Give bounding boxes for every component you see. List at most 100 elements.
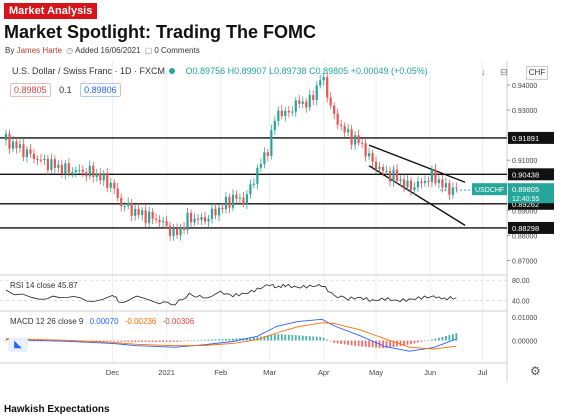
candle-body xyxy=(36,159,39,161)
candle-body xyxy=(399,179,402,181)
candle-body xyxy=(231,194,235,208)
time-axis-label: Apr xyxy=(318,368,330,377)
candle-body xyxy=(95,173,98,177)
candle-body xyxy=(287,110,290,113)
candle-body xyxy=(29,149,32,154)
currency-button[interactable]: CHF xyxy=(526,66,548,80)
macd-histogram-bar xyxy=(211,339,213,341)
macd-histogram-bar xyxy=(354,340,357,346)
time-axis-label: Dec xyxy=(106,368,120,377)
candle-body xyxy=(441,179,444,188)
candle-body xyxy=(329,97,332,106)
macd-histogram-bar xyxy=(193,340,196,342)
macd-histogram-bar xyxy=(389,340,391,348)
candle-body xyxy=(144,210,147,223)
candle-body xyxy=(25,149,29,158)
down-arrow-icon[interactable]: ↓ xyxy=(481,67,486,77)
macd-histogram-bar xyxy=(277,334,280,341)
macd-histogram-bar xyxy=(106,340,109,342)
comments-link[interactable]: 0 Comments xyxy=(154,46,200,55)
macd-histogram-bar xyxy=(200,339,203,341)
macd-histogram-bar xyxy=(319,336,322,341)
buy-button[interactable]: 0.89806 xyxy=(80,83,121,97)
candle-body xyxy=(151,211,154,219)
candle-body xyxy=(312,95,315,100)
candle-body xyxy=(451,187,454,195)
macd-histogram-bar xyxy=(284,334,287,341)
macd-histogram-bar xyxy=(420,340,423,342)
candle-body xyxy=(50,159,53,171)
rsi-legend: RSI 14 close 45.87 xyxy=(10,281,78,290)
macd-histogram-bar xyxy=(225,338,227,341)
category-badge[interactable]: Market Analysis xyxy=(4,3,98,19)
rsi-title: RSI 14 close xyxy=(10,281,56,290)
sell-button[interactable]: 0.89805 xyxy=(10,83,51,97)
macd-value: 0.00070 xyxy=(89,317,119,326)
chart-legend: U.S. Dollar / Swiss Franc · 1D · FXCM O0… xyxy=(12,66,428,76)
candle-body xyxy=(378,166,381,170)
candle-body xyxy=(127,202,130,207)
macd-histogram-bar xyxy=(256,337,259,341)
candle-body xyxy=(46,158,49,171)
macd-histogram-bar xyxy=(33,340,35,342)
macd-histogram-bar xyxy=(190,340,192,342)
price-chart[interactable]: 0.940000.930000.920000.910000.900000.890… xyxy=(0,61,563,382)
candle-body xyxy=(85,172,88,177)
candle-body xyxy=(102,173,105,181)
ticker-label: USDCHF xyxy=(475,187,504,194)
candle-body xyxy=(182,226,186,230)
rsi-value: 45.87 xyxy=(57,281,78,290)
tradingview-logo-icon[interactable]: ◣ xyxy=(8,338,28,352)
macd-histogram-bar xyxy=(99,340,102,342)
candle-body xyxy=(22,144,25,158)
gear-icon[interactable]: ⚙ xyxy=(530,364,541,378)
macd-histogram-bar xyxy=(270,334,273,341)
candle-body xyxy=(162,221,165,223)
candle-body xyxy=(74,170,77,173)
macd-histogram-bar xyxy=(232,338,234,341)
candle-body xyxy=(196,218,200,220)
candle-body xyxy=(106,173,109,188)
price-tick-label: 0.94000 xyxy=(512,83,537,90)
macd-histogram-bar xyxy=(71,340,74,342)
macd-histogram-bar xyxy=(350,340,353,346)
candle-body xyxy=(120,197,123,207)
candle-body xyxy=(39,159,43,161)
macd-histogram-bar xyxy=(308,336,311,341)
candle-body xyxy=(217,207,221,216)
lock-icon[interactable]: ⊟ xyxy=(500,67,508,77)
macd-histogram-bar xyxy=(315,336,318,341)
candle-body xyxy=(203,217,207,222)
macd-histogram-bar xyxy=(273,334,276,341)
macd-legend: MACD 12 26 close 9 0.00070 -0.00236 -0.0… xyxy=(10,317,194,326)
level-label: 0.89262 xyxy=(512,200,539,209)
macd-histogram-bar xyxy=(455,333,458,341)
chart-canvas[interactable]: 0.940000.930000.920000.910000.900000.890… xyxy=(0,61,563,382)
countdown-label: 12:40:55 xyxy=(512,196,539,203)
candle-body xyxy=(168,225,172,236)
macd-histogram-bar xyxy=(448,335,451,341)
macd-tick-label: 0.01000 xyxy=(512,315,537,322)
macd-histogram-bar xyxy=(218,339,220,341)
candle-body xyxy=(266,152,269,156)
candle-body xyxy=(53,159,56,168)
candle-body xyxy=(357,135,360,143)
candle-body xyxy=(245,194,248,204)
author-link[interactable]: James Harte xyxy=(16,46,62,55)
macd-histogram-bar xyxy=(214,339,217,341)
candle-body xyxy=(263,152,266,164)
macd-histogram-bar xyxy=(176,340,178,342)
level-label-box xyxy=(508,221,554,234)
candle-body xyxy=(354,135,357,145)
macd-histogram-bar xyxy=(263,336,266,341)
candle-body xyxy=(88,165,91,177)
candle-body xyxy=(130,202,133,216)
candle-body xyxy=(189,212,193,223)
candle-body xyxy=(444,183,448,188)
macd-histogram-bar xyxy=(109,340,112,342)
candle-body xyxy=(214,208,217,216)
macd-histogram-bar xyxy=(406,340,409,345)
macd-histogram-bar xyxy=(451,334,454,341)
macd-histogram-bar xyxy=(336,340,339,344)
time-axis-label: May xyxy=(369,368,383,377)
